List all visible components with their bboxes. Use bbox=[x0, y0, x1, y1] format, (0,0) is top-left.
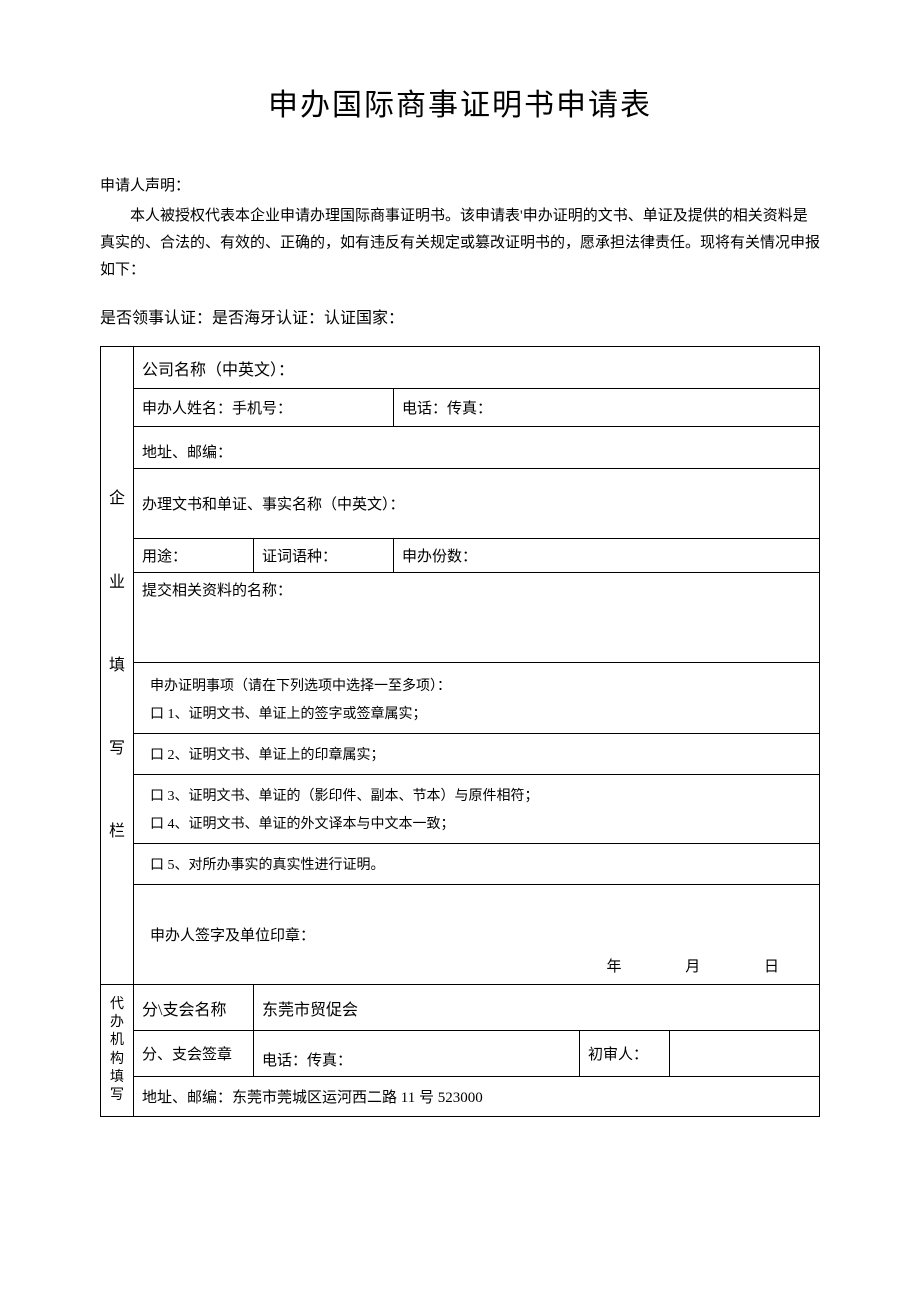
certification-items-cell: 申办证明事项（请在下列选项中选择一至多项）： 口 1、证明文书、单证上的签字或签… bbox=[134, 663, 820, 734]
purpose-field[interactable]: 用途： bbox=[134, 539, 254, 573]
application-form-table: 企 业 填 写 栏 公司名称（中英文）： 申办人姓名：手机号： 电话：传真： 地… bbox=[100, 346, 820, 1117]
language-field[interactable]: 证词语种： bbox=[254, 539, 394, 573]
item-1[interactable]: 口 1、证明文书、单证上的签字或签章属实； bbox=[142, 699, 811, 727]
applicant-name-field[interactable]: 申办人姓名：手机号： bbox=[134, 389, 394, 427]
agency-address: 地址、邮编：东莞市莞城区运河西二路 11 号 523000 bbox=[134, 1077, 820, 1117]
items-title: 申办证明事项（请在下列选项中选择一至多项）： bbox=[142, 669, 811, 699]
signature-label: 申办人签字及单位印章： bbox=[150, 928, 315, 944]
declaration-label: 申请人声明： bbox=[100, 174, 820, 195]
materials-field[interactable]: 提交相关资料的名称： bbox=[134, 573, 820, 663]
item-2-row: 口 2、证明文书、单证上的印章属实； bbox=[134, 734, 820, 775]
copies-field[interactable]: 申办份数： bbox=[394, 539, 820, 573]
branch-seal-label: 分、支会签章 bbox=[134, 1031, 254, 1077]
item-4[interactable]: 口 4、证明文书、单证的外文译本与中文本一致； bbox=[142, 809, 811, 837]
item-3-4-row: 口 3、证明文书、单证的（影印件、副本、节本）与原件相符； 口 4、证明文书、单… bbox=[134, 775, 820, 844]
branch-name-value: 东莞市贸促会 bbox=[254, 985, 820, 1031]
agency-section-label: 代办机构填写 bbox=[101, 985, 134, 1117]
date-line: 年 月 日 bbox=[576, 955, 779, 976]
phone-fax-field[interactable]: 电话：传真： bbox=[394, 389, 820, 427]
reviewer-field[interactable] bbox=[670, 1031, 820, 1077]
certification-line: 是否领事认证：是否海牙认证：认证国家： bbox=[100, 304, 820, 328]
agency-phone-field[interactable]: 电话：传真： bbox=[254, 1031, 580, 1077]
item-2[interactable]: 口 2、证明文书、单证上的印章属实； bbox=[142, 740, 811, 768]
item-5-row: 口 5、对所办事实的真实性进行证明。 bbox=[134, 844, 820, 885]
document-name-field[interactable]: 办理文书和单证、事实名称（中英文）： bbox=[134, 469, 820, 539]
page-title: 申办国际商事证明书申请表 bbox=[100, 80, 820, 124]
address-field[interactable]: 地址、邮编： bbox=[134, 427, 820, 469]
company-name-field[interactable]: 公司名称（中英文）： bbox=[134, 347, 820, 389]
reviewer-label: 初审人： bbox=[580, 1031, 670, 1077]
item-3[interactable]: 口 3、证明文书、单证的（影印件、副本、节本）与原件相符； bbox=[142, 781, 811, 809]
item-5[interactable]: 口 5、对所办事实的真实性进行证明。 bbox=[142, 850, 811, 878]
signature-cell[interactable]: 申办人签字及单位印章： 年 月 日 bbox=[134, 885, 820, 985]
enterprise-section-label: 企 业 填 写 栏 bbox=[101, 347, 134, 985]
declaration-text: 本人被授权代表本企业申请办理国际商事证明书。该申请表'申办证明的文书、单证及提供… bbox=[100, 203, 820, 284]
branch-name-label: 分\支会名称 bbox=[134, 985, 254, 1031]
